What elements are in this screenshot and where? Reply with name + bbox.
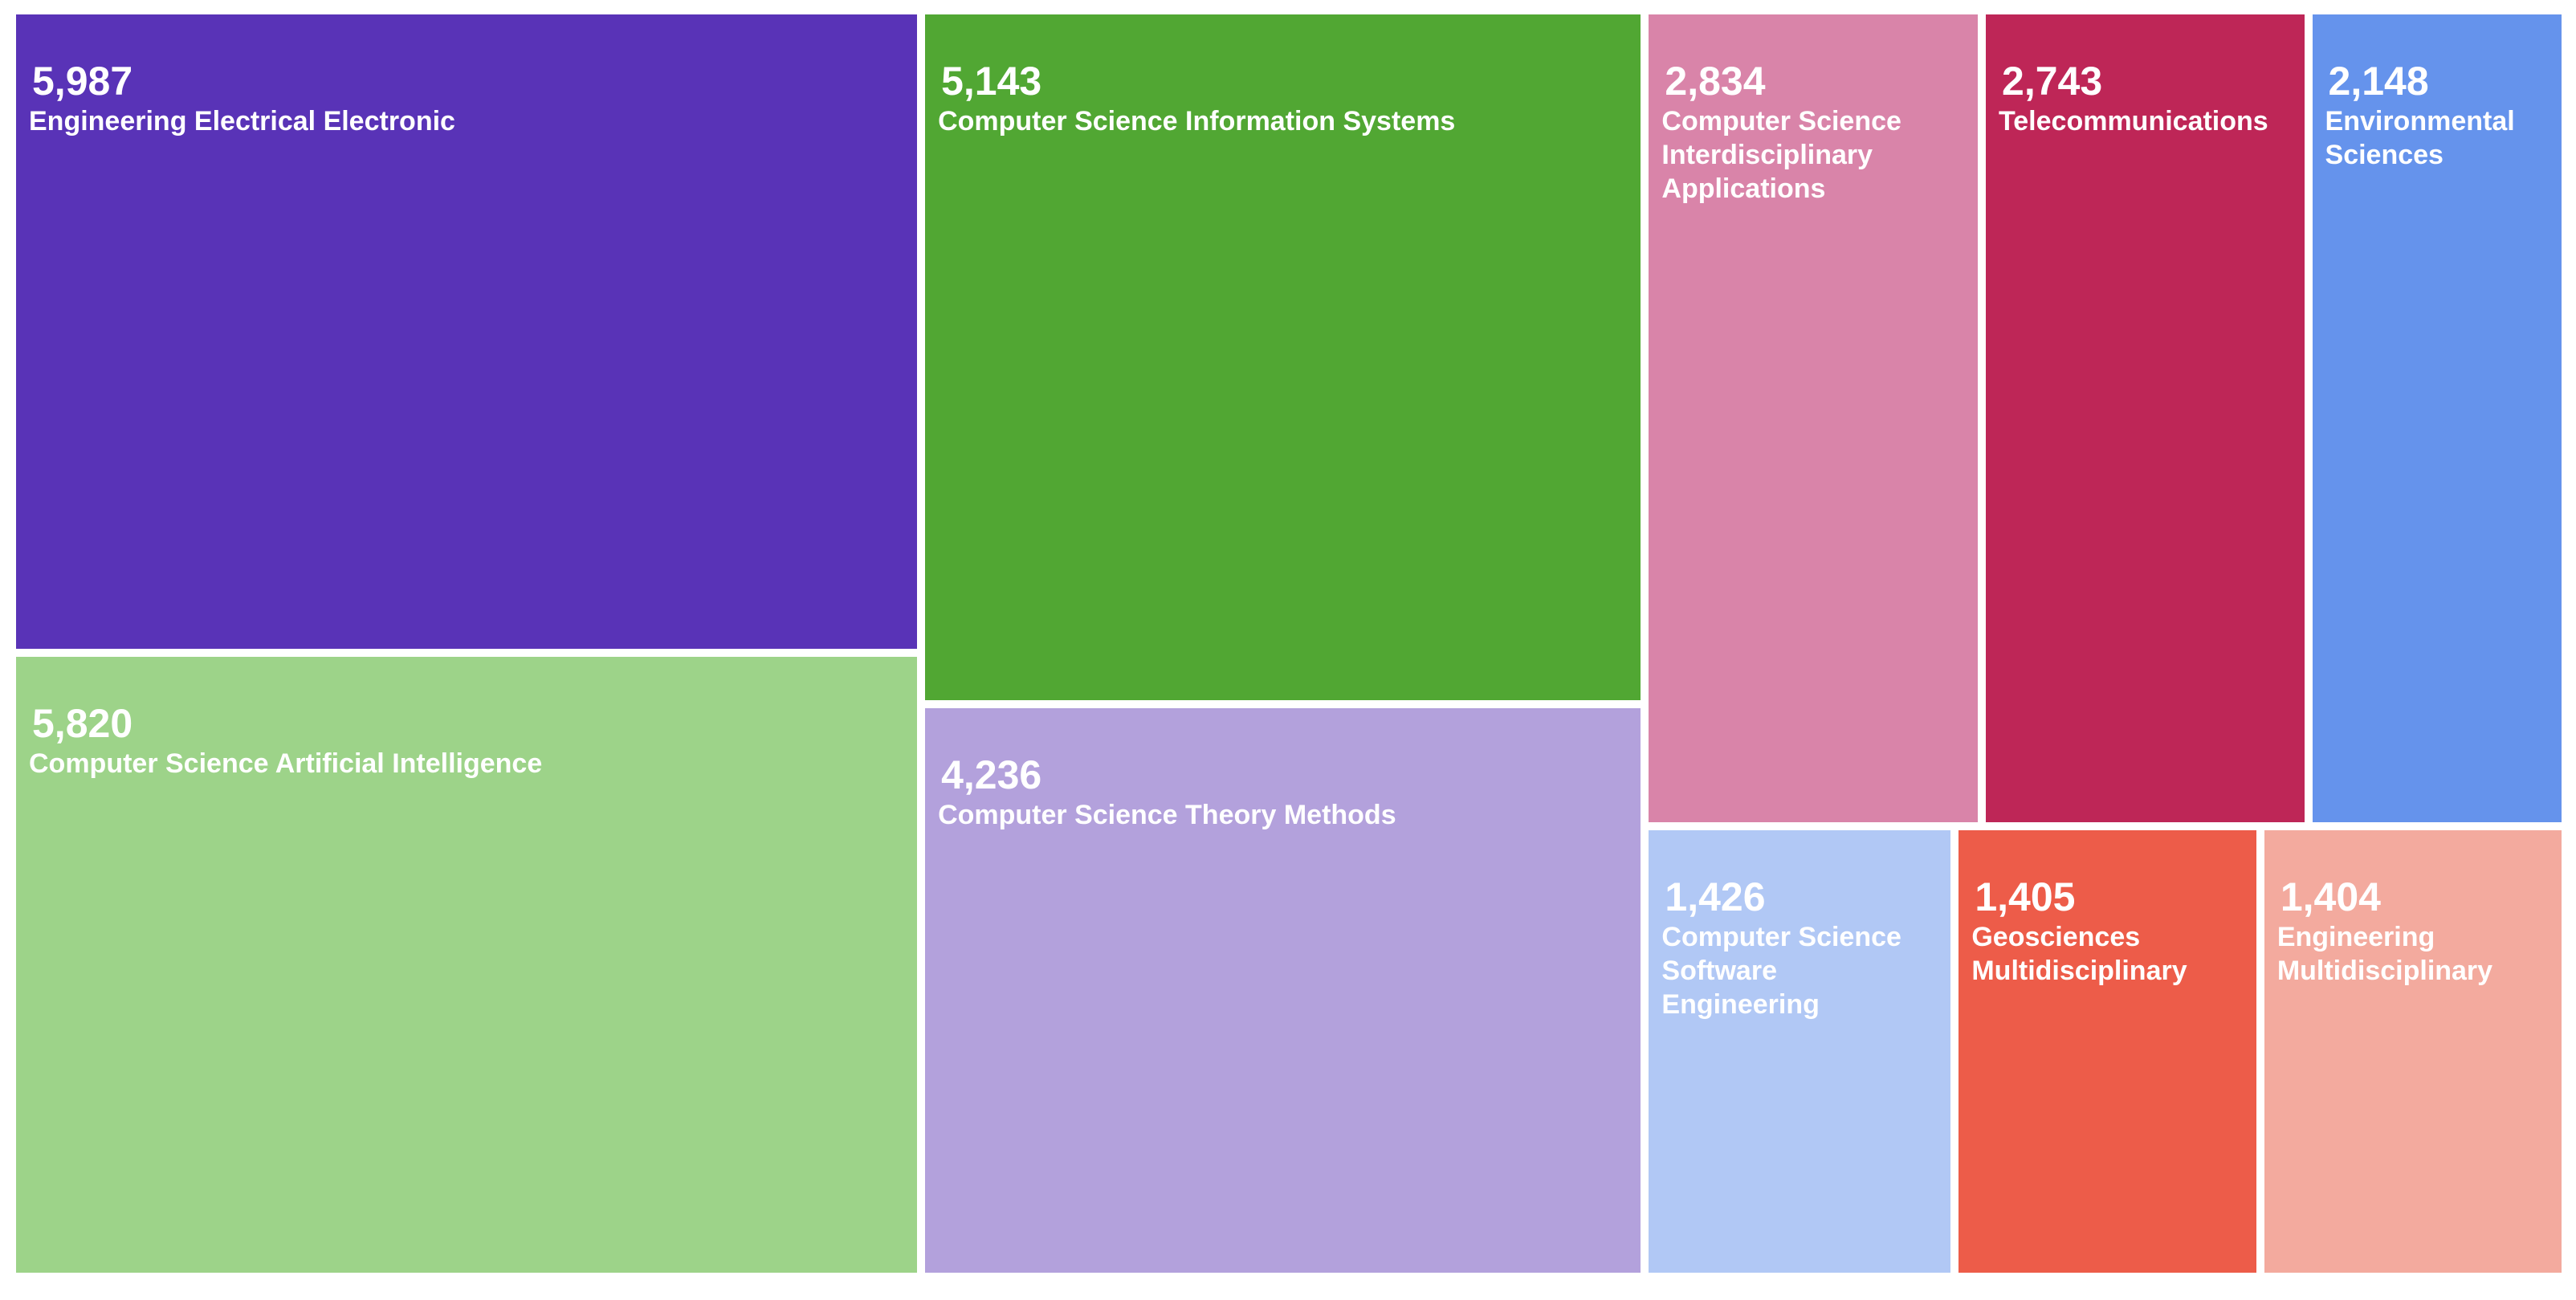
tile-value-label: 1,404 xyxy=(2280,874,2381,919)
tile-category-label: Computer Science Software Engineering xyxy=(1661,921,1901,1020)
tile-value-label: 2,148 xyxy=(2328,59,2429,104)
tile-value-label: 5,143 xyxy=(941,59,1042,104)
tile-category-label: Geosciences Multidisciplinary xyxy=(1971,921,2187,986)
tile-category-label: Telecommunications xyxy=(1999,106,2268,137)
tile-value-label: 1,405 xyxy=(1975,874,2076,919)
tile-value-label: 2,834 xyxy=(1665,59,1766,104)
tile-value-label: 5,987 xyxy=(32,59,133,104)
tile-category-label: Environmental Sciences xyxy=(2325,106,2515,170)
treemap-tile[interactable]: 5,143 Computer Science Information System… xyxy=(925,14,1641,700)
tile-value-label: 1,426 xyxy=(1665,874,1766,919)
treemap-tile[interactable]: 1,405 Geosciences Multidisciplinary xyxy=(1958,829,2256,1273)
treemap-tile[interactable]: 2,148 Environmental Sciences xyxy=(2312,14,2562,822)
treemap-tile[interactable]: 1,404 Engineering Multidisciplinary xyxy=(2264,829,2562,1273)
tile-category-label: Computer Science Artificial Intelligence xyxy=(29,748,543,779)
treemap-tile[interactable]: 5,820 Computer Science Artificial Intelli… xyxy=(16,656,918,1273)
treemap-tile[interactable]: 1,426 Computer Science Software Engineeri… xyxy=(1649,829,1951,1273)
tile-category-label: Engineering Electrical Electronic xyxy=(29,106,455,137)
tile-category-label: Computer Science Information Systems xyxy=(938,106,1456,137)
treemap-tile[interactable]: 4,236 Computer Science Theory Methods xyxy=(925,707,1641,1273)
treemap-tile[interactable]: 2,834 Computer Science Interdisciplinary … xyxy=(1649,14,1979,822)
tile-category-label: Computer Science Theory Methods xyxy=(938,799,1396,830)
tile-value-label: 4,236 xyxy=(941,752,1042,797)
treemap-tile[interactable]: 2,743 Telecommunications xyxy=(1986,14,2305,822)
tile-category-label: Engineering Multidisciplinary xyxy=(2276,921,2493,986)
tile-category-label: Computer Science Interdisciplinary Appli… xyxy=(1661,106,1901,204)
tile-value-label: 2,743 xyxy=(2002,59,2103,104)
treemap-tile[interactable]: 5,987 Engineering Electrical Electronic xyxy=(16,14,918,649)
tile-value-label: 5,820 xyxy=(32,700,133,746)
